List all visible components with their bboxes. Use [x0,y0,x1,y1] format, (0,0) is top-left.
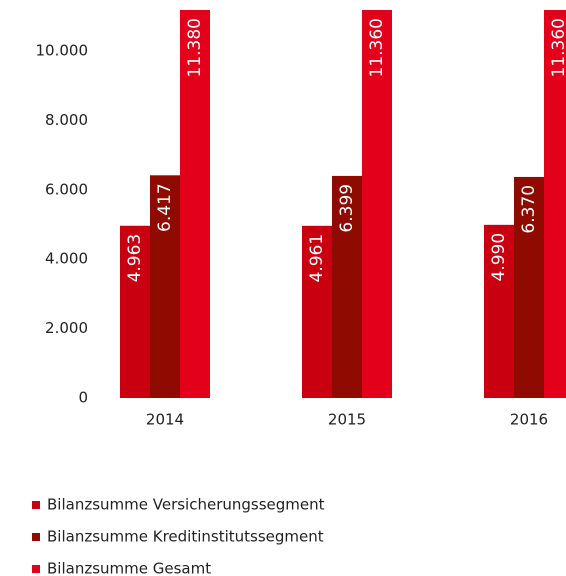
x-tick-label: 2015 [328,411,366,429]
bar [120,225,150,398]
y-tick-label: 10.000 [36,41,89,59]
bar [362,10,392,398]
legend-swatch [32,533,40,541]
value-label: 4.961 [307,234,327,283]
value-label: 4.990 [489,233,509,282]
legend-swatch [32,565,40,573]
bar [180,10,210,399]
legend-swatch [32,501,40,509]
bar [514,176,544,398]
value-label: 11.360 [549,18,566,77]
bar [332,175,362,398]
value-label: 11.380 [185,18,205,77]
y-tick-label: 4.000 [45,250,88,268]
x-tick-label: 2016 [510,411,548,429]
y-tick-label: 2.000 [45,319,88,337]
y-tick-label: 8.000 [45,111,88,129]
value-label: 6.370 [519,185,539,234]
y-tick-label: 0 [78,389,88,407]
legend-label: Bilanzsumme Versicherungssegment [47,496,325,514]
value-label: 6.417 [155,183,175,232]
legend-label: Bilanzsumme Kreditinstitutssegment [47,528,324,546]
y-tick-label: 6.000 [45,180,88,198]
bar [484,224,514,398]
value-label: 11.360 [367,18,387,77]
value-label: 4.963 [125,234,145,283]
bar [544,10,566,398]
value-label: 6.399 [337,184,357,233]
plot-area [120,10,566,399]
bar [150,175,180,398]
legend-label: Bilanzsumme Gesamt [47,560,211,576]
bar [302,225,332,398]
x-tick-label: 2014 [146,411,184,429]
